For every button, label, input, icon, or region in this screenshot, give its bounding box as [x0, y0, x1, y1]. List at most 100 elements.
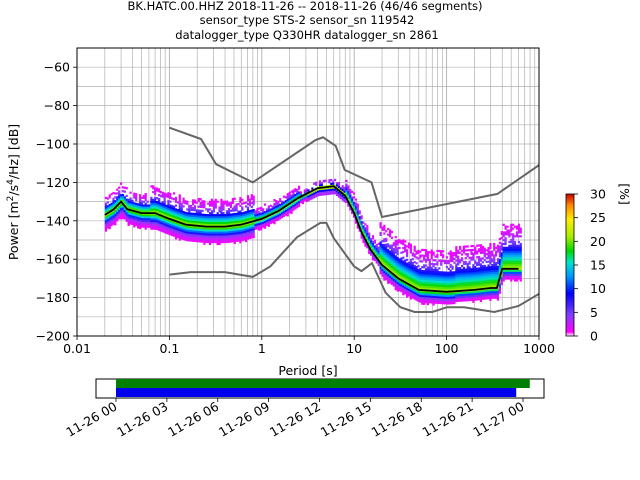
psd-cell [485, 256, 488, 260]
psd-cell [216, 235, 219, 238]
psd-cell [445, 271, 448, 274]
psd-cell [417, 257, 420, 260]
psd-cell [493, 294, 496, 297]
psd-cell [440, 261, 443, 264]
psd-cell [387, 258, 390, 261]
psd-cell [440, 301, 443, 305]
psd-cell [517, 262, 520, 265]
psd-cell [464, 281, 467, 285]
psd-cell [233, 216, 236, 220]
psd-cell [332, 188, 335, 191]
psd-cell [392, 284, 395, 287]
psd-cell [307, 197, 310, 200]
psd-cell [424, 272, 428, 275]
psd-cell [154, 217, 157, 221]
psd-cell [167, 224, 170, 227]
psd-cell [449, 288, 452, 291]
psd-cell [407, 277, 411, 280]
psd-cell [396, 239, 399, 242]
psd-cell [210, 229, 214, 232]
psd-cell [510, 271, 513, 274]
psd-cell [453, 275, 456, 278]
psd-cell [462, 287, 466, 291]
psd-cell [197, 222, 200, 226]
psd-cell [396, 289, 399, 292]
psd-cell [207, 202, 210, 205]
psd-cell [392, 253, 395, 256]
psd-cell [199, 219, 202, 222]
psd-cell [123, 213, 126, 216]
psd-cell [476, 277, 479, 280]
psd-cell [167, 220, 170, 224]
psd-cell [233, 220, 236, 223]
psd-cell [519, 267, 522, 271]
psd-cell [339, 187, 342, 190]
psd-cell [205, 238, 208, 242]
psd-cell [193, 201, 197, 204]
psd-cell [315, 191, 318, 194]
psd-cell [449, 282, 452, 286]
psd-cell [212, 202, 215, 205]
psd-cell [502, 254, 505, 257]
psd-cell [428, 264, 431, 267]
psd-cell [487, 285, 490, 288]
psd-cell [500, 265, 503, 268]
psd-cell [472, 285, 475, 288]
psd-cell [294, 188, 297, 191]
psd-cell [377, 256, 380, 259]
psd-cell [460, 276, 464, 279]
psd-cell [343, 190, 346, 193]
psd-cell [491, 296, 494, 299]
psd-cell [169, 227, 172, 230]
psd-cell [445, 279, 448, 282]
psd-cell [479, 292, 483, 295]
psd-cell [485, 276, 488, 279]
psd-cell [203, 238, 206, 241]
psd-cell [167, 228, 170, 231]
psd-cell [519, 256, 522, 259]
psd-cell [248, 229, 251, 232]
psd-cell [227, 209, 231, 213]
psd-cell [464, 287, 467, 290]
psd-cell [148, 210, 151, 213]
psd-cell [354, 208, 358, 211]
psd-cell [459, 268, 462, 272]
psd-cell [371, 258, 375, 261]
psd-cell [108, 225, 111, 228]
psd-cell [248, 204, 251, 207]
psd-cell [152, 208, 155, 211]
psd-cell [519, 227, 522, 230]
psd-cell [400, 251, 403, 254]
psd-cell [205, 215, 208, 219]
psd-cell [453, 278, 456, 282]
psd-cell [152, 214, 155, 217]
psd-cell [197, 236, 200, 239]
psd-cell [118, 211, 121, 214]
psd-cell [197, 209, 200, 212]
psd-cell [334, 188, 337, 191]
psd-cell [199, 209, 202, 212]
timeline-tick-label: 11-26 21 [419, 399, 475, 440]
psd-cell [440, 292, 443, 295]
psd-cell [246, 210, 250, 213]
psd-cell [371, 254, 375, 257]
psd-cell [110, 218, 113, 221]
psd-cell [222, 219, 225, 223]
psd-cell [167, 195, 170, 199]
psd-cell [150, 214, 153, 217]
psd-cell [445, 302, 448, 305]
psd-cell [387, 243, 390, 246]
psd-cell [195, 226, 198, 229]
psd-cell [184, 227, 187, 230]
psd-cell [197, 219, 200, 222]
psd-cell [479, 251, 483, 255]
psd-cell [195, 201, 198, 204]
psd-cell [159, 204, 162, 207]
psd-cell [208, 242, 212, 246]
psd-cell [243, 227, 246, 230]
psd-cell [360, 221, 363, 224]
psd-cell [277, 216, 280, 219]
psd-cell [498, 260, 502, 264]
psd-cell [123, 190, 126, 193]
psd-cell [197, 205, 200, 208]
